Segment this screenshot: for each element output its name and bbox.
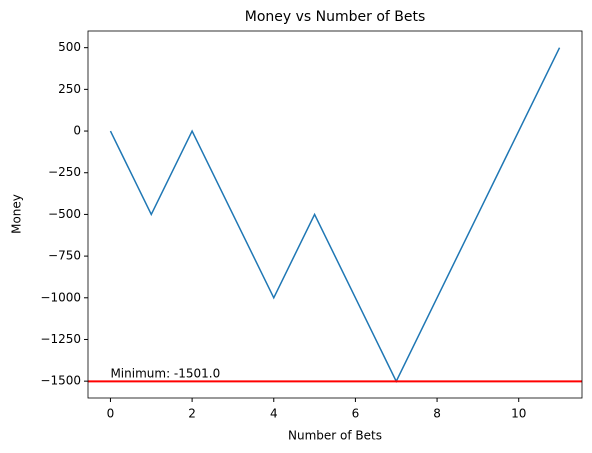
x-tick-label: 8 — [433, 407, 441, 421]
minimum-annotation: Minimum: -1501.0 — [110, 366, 220, 380]
y-tick-label: −500 — [48, 207, 81, 221]
x-axis-label: Number of Bets — [288, 429, 382, 443]
y-tick-label: 500 — [58, 40, 81, 54]
y-axis-label: Money — [10, 194, 24, 234]
y-tick-label: 250 — [58, 82, 81, 96]
chart-title: Money vs Number of Bets — [245, 9, 426, 25]
x-tick-label: 4 — [270, 407, 278, 421]
plot-frame — [87, 30, 583, 399]
x-tick-label: 0 — [107, 407, 115, 421]
y-tick-label: −1000 — [40, 290, 81, 304]
data-line — [109, 47, 561, 384]
y-tick-label: −1250 — [40, 332, 81, 346]
x-tick-label: 2 — [188, 407, 196, 421]
y-tick-label: −750 — [48, 249, 81, 263]
x-tick-label: 6 — [352, 407, 360, 421]
y-tick-label: −1500 — [40, 374, 81, 388]
x-tick-label: 10 — [511, 407, 526, 421]
y-tick-label: 0 — [73, 124, 81, 138]
y-tick-label: −250 — [48, 165, 81, 179]
